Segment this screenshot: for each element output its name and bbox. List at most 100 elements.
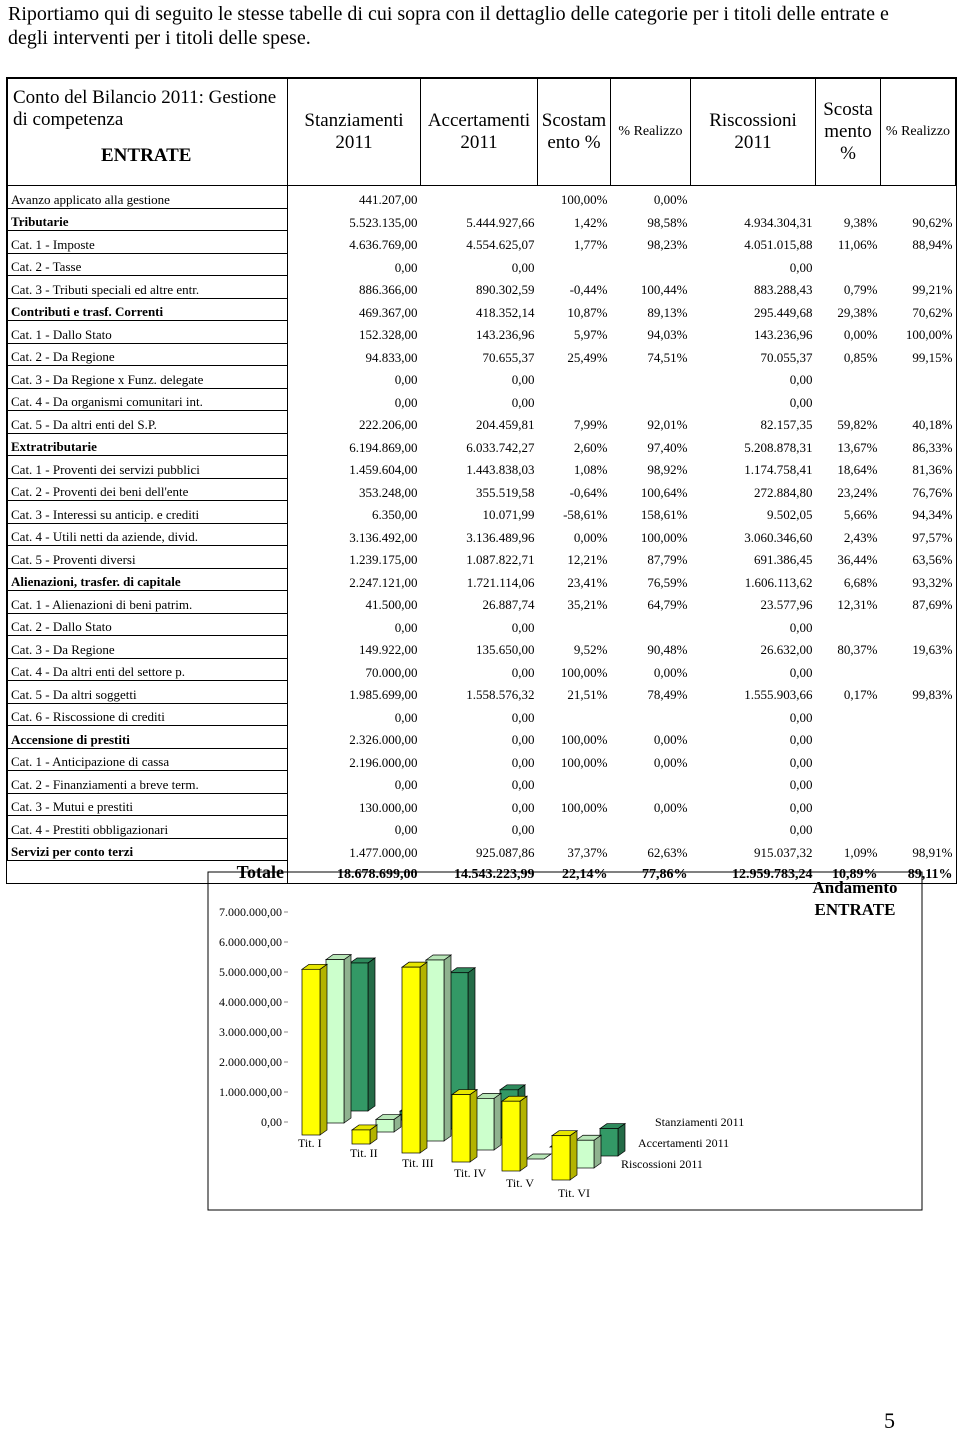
table-cell: -0,64% — [569, 484, 608, 500]
table-cell: 222.206,00 — [359, 417, 418, 432]
table-cell: 0,00 — [511, 799, 535, 815]
table-row: Cat. 1 - Alienazioni di beni patrim. 41.5… — [7, 590, 956, 614]
table-cell: 158,61% — [640, 507, 688, 522]
bar-side — [367, 957, 376, 1112]
table-cell: 100,00% — [905, 327, 953, 342]
total-cell: 14.543.223,99 — [454, 866, 535, 882]
table-cell: 74,51% — [647, 349, 688, 365]
table-cell: 93,32% — [912, 574, 953, 590]
table-cell: 7,99% — [573, 417, 608, 432]
table-cell: 29,38% — [837, 304, 878, 320]
table-cell: 5.523.135,00 — [349, 214, 418, 230]
table-cell: 6.350,00 — [372, 507, 418, 522]
table-cell: 90,62% — [912, 214, 953, 230]
table-cell: 0,00 — [789, 709, 813, 725]
row-label: Cat. 4 - Da altri enti del settore p. — [7, 657, 288, 681]
table-cell: 90,48% — [647, 642, 688, 657]
bar-side — [319, 963, 328, 1136]
table-cell: 3.136.489,96 — [466, 529, 535, 545]
table-cell: 89,13% — [647, 304, 688, 320]
table-row: Cat. 3 - Mutui e prestiti 130.000,00 0,00 1… — [7, 792, 956, 816]
table-cell: 886.366,00 — [359, 282, 418, 297]
table-cell: 0,00 — [394, 259, 418, 275]
table-cell: 0,00% — [653, 754, 688, 770]
table-row: Cat. 3 - Tributi speciali ed altre entr.… — [7, 275, 956, 299]
table-cell: 4.934.304,31 — [744, 214, 813, 230]
header-cell: Scostamento % — [815, 78, 881, 186]
table-cell: 4.636.769,00 — [349, 237, 418, 252]
table-cell: -58,61% — [563, 507, 608, 522]
table-cell: 35,21% — [567, 597, 608, 612]
table-cell: 1.087.822,71 — [466, 552, 535, 567]
header-row: Conto del Bilancio 2011: Gestione di com… — [7, 78, 956, 186]
row-label: Avanzo applicato alla gestione — [7, 185, 288, 209]
table-cell: 97,57% — [912, 529, 953, 545]
bar — [551, 1135, 571, 1181]
table-cell: 70.055,37 — [760, 349, 813, 365]
page-number: 5 — [884, 1408, 895, 1433]
table-cell: 36,44% — [837, 552, 878, 567]
table-cell: 0,00 — [789, 259, 813, 275]
bar — [349, 962, 369, 1112]
table-cell: 0,00 — [511, 777, 535, 792]
table-cell: 1.985.699,00 — [349, 687, 418, 702]
table-cell: 1.459.604,00 — [349, 462, 418, 477]
bar — [375, 1119, 395, 1133]
bar — [501, 1100, 521, 1172]
y-tick-label: 2.000.000,00 — [219, 1055, 282, 1069]
table-row: Accensione di prestiti 2.326.000,00 0,00 10… — [7, 725, 956, 749]
row-label: Cat. 2 - Tasse — [7, 252, 288, 276]
table-cell: 23,41% — [567, 574, 608, 590]
header-cell: % Realizzo — [610, 78, 691, 186]
table-cell: 12,21% — [567, 552, 608, 567]
table-cell: 63,56% — [912, 552, 953, 567]
header-text: % Realizzo — [618, 124, 683, 139]
table-cell: 0,00% — [653, 192, 688, 207]
bar — [575, 1139, 595, 1169]
table-cell: 1,42% — [573, 214, 608, 230]
table-cell: 6.194.869,00 — [349, 439, 418, 455]
total-cell: 89,11% — [907, 866, 953, 882]
table-cell: 143.236,96 — [476, 327, 535, 342]
y-tick-label: 5.000.000,00 — [219, 965, 282, 979]
header-cell: Riscossioni 2011 — [690, 78, 816, 186]
table-cell: 70,62% — [912, 304, 953, 320]
table-cell: 152.328,00 — [359, 327, 418, 342]
table-cell: 204.459,81 — [476, 417, 535, 432]
table-cell: 21,51% — [567, 687, 608, 702]
table-cell: 10.071,99 — [482, 507, 535, 522]
table-cell: 0,00 — [511, 619, 535, 635]
table-cell: 5,66% — [843, 507, 878, 522]
table-cell: 6.033.742,27 — [466, 439, 535, 455]
table-cell: 0,00 — [789, 619, 813, 635]
x-tick-label: Tit. I — [298, 1136, 322, 1150]
bar — [325, 959, 345, 1124]
table-cell: 82.157,35 — [760, 417, 813, 432]
row-label: Cat. 5 - Da altri soggetti — [7, 680, 288, 704]
table-cell: 62,63% — [647, 844, 688, 860]
total-row: Totale 18.678.699,00 14.543.223,99 22,14% 77… — [7, 860, 956, 883]
table-row: Cat. 5 - Da altri enti del S.P. 222.206,0… — [7, 410, 956, 434]
table-cell: 59,82% — [837, 417, 878, 432]
table-cell: 925.087,86 — [476, 844, 535, 860]
x-tick-label: Tit. V — [506, 1176, 534, 1190]
table-cell: 0,00% — [843, 327, 878, 342]
table-cell: 0,00 — [511, 394, 535, 410]
table-cell: 0,00 — [789, 664, 813, 680]
table-cell: 1.606.113,62 — [744, 574, 813, 590]
table-cell: 5.444.927,66 — [466, 214, 535, 230]
table-cell: 0,00 — [394, 394, 418, 410]
table-cell: 2.326.000,00 — [349, 732, 418, 747]
table-cell: 99,15% — [912, 349, 953, 365]
table-cell: 890.302,59 — [476, 282, 535, 297]
table-row: Servizi per conto terzi 1.477.000,00 925.0… — [7, 837, 956, 861]
table-cell: 295.449,68 — [754, 304, 813, 320]
table-row: Cat. 1 - Anticipazione di cassa 2.196.000… — [7, 747, 956, 771]
bar-side — [493, 1092, 502, 1151]
chart-title: Andamento ENTRATE — [812, 878, 898, 919]
table-cell: 88,94% — [912, 237, 953, 252]
table-cell: 100,00% — [560, 732, 608, 747]
bar — [401, 966, 421, 1154]
table-cell: 25,49% — [567, 349, 608, 365]
table-cell: 1.555.903,66 — [744, 687, 813, 702]
